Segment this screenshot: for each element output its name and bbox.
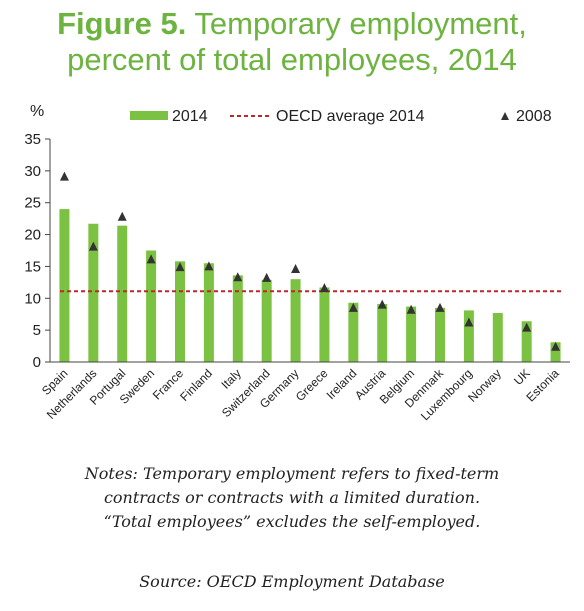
marker-2008 bbox=[117, 211, 127, 221]
legend-swatch-2014 bbox=[130, 111, 168, 120]
bar-2014 bbox=[463, 310, 474, 362]
marker-2008 bbox=[204, 261, 214, 271]
y-axis-label: % bbox=[30, 103, 44, 120]
bar-2014 bbox=[59, 209, 70, 362]
marker-2008 bbox=[262, 272, 272, 282]
bar-2014 bbox=[406, 306, 417, 362]
bar-2014 bbox=[319, 287, 330, 362]
x-tick-label: Greece bbox=[293, 366, 331, 404]
figure-label: Figure 5. bbox=[57, 6, 187, 41]
y-tick-label: 20 bbox=[24, 227, 41, 244]
legend-label-oecd: OECD average 2014 bbox=[276, 108, 425, 125]
notes-line1: Notes: Temporary employment refers to fi… bbox=[84, 464, 500, 483]
bar-2014 bbox=[492, 312, 503, 362]
marker-2008 bbox=[319, 283, 329, 293]
marker-2008 bbox=[146, 254, 156, 264]
source-note: Source: OECD Employment Database bbox=[139, 572, 445, 591]
y-tick-label: 35 bbox=[24, 131, 41, 148]
bar-2014 bbox=[117, 225, 128, 362]
bar-2014 bbox=[88, 223, 99, 362]
marker-2008 bbox=[291, 263, 301, 273]
bar-2014 bbox=[521, 321, 532, 362]
y-tick-label: 30 bbox=[24, 163, 41, 180]
bar-2014 bbox=[348, 302, 359, 362]
title-line2: percent of total employees, 2014 bbox=[67, 42, 517, 77]
marker-2008 bbox=[348, 302, 358, 312]
chart-title: Figure 5. Temporary employment, percent … bbox=[0, 6, 584, 78]
bar-2014 bbox=[203, 263, 214, 362]
marker-2008 bbox=[88, 241, 98, 251]
y-tick-label: 10 bbox=[24, 290, 41, 307]
marker-2008 bbox=[377, 299, 387, 309]
bar-chart: %05101520253035SpainNetherlandsPortugalS… bbox=[24, 103, 570, 423]
x-tick-label: Norway bbox=[465, 366, 504, 405]
bar-2014 bbox=[175, 261, 185, 362]
marker-2008 bbox=[233, 272, 243, 282]
x-tick-label: Ireland bbox=[324, 366, 360, 402]
legend-label-2008: 2008 bbox=[516, 108, 552, 125]
x-tick-label: Finland bbox=[177, 366, 215, 404]
y-tick-label: 0 bbox=[33, 354, 41, 371]
marker-2008 bbox=[406, 304, 416, 314]
title-line1: Temporary employment, bbox=[194, 6, 527, 41]
marker-2008 bbox=[522, 322, 532, 332]
marker-2008 bbox=[175, 262, 185, 272]
bar-2014 bbox=[435, 307, 445, 362]
notes: Notes: Temporary employment refers to fi… bbox=[0, 462, 584, 534]
y-tick-label: 25 bbox=[24, 195, 41, 212]
y-tick-label: 15 bbox=[24, 258, 41, 275]
bar-2014 bbox=[377, 304, 388, 362]
x-tick-label: UK bbox=[511, 366, 533, 388]
x-tick-label: Estonia bbox=[523, 366, 561, 404]
bar-2014 bbox=[261, 279, 272, 362]
notes-line3: “Total employees” excludes the self-empl… bbox=[103, 512, 481, 531]
y-tick-label: 5 bbox=[33, 322, 41, 339]
marker-2008 bbox=[551, 341, 561, 351]
marker-2008 bbox=[464, 317, 474, 327]
marker-2008 bbox=[59, 171, 69, 181]
marker-2008 bbox=[435, 302, 445, 312]
notes-line2: contracts or contracts with a limited du… bbox=[103, 488, 481, 507]
legend-label-2014: 2014 bbox=[172, 108, 208, 125]
legend-marker-2008 bbox=[501, 112, 509, 120]
bar-2014 bbox=[232, 275, 243, 362]
bar-2014 bbox=[550, 342, 561, 362]
bar-2014 bbox=[146, 250, 157, 362]
bar-2014 bbox=[290, 279, 301, 362]
